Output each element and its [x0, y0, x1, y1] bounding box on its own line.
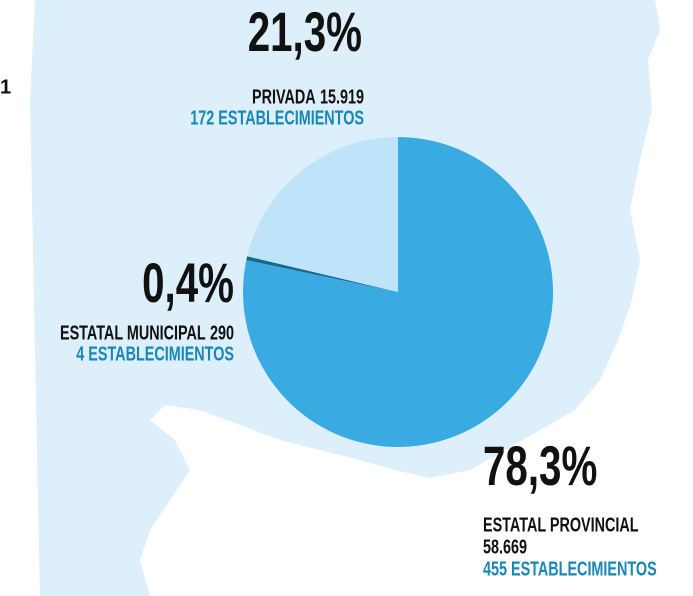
category-label: ESTATAL PROVINCIAL — [483, 513, 639, 536]
pie-slice — [246, 256, 398, 292]
establishments-label: 172 ESTABLECIMIENTOS — [190, 106, 364, 129]
count-label: 58.669 — [483, 535, 527, 558]
category-label: PRIVADA 15.919 — [252, 85, 364, 108]
establishments-label: 455 ESTABLECIMIENTOS — [483, 557, 657, 580]
pie-slice — [247, 137, 398, 292]
establishments-label-group: 172 ESTABLECIMIENTOS — [190, 106, 364, 129]
establishments-label-group: 4 ESTABLECIMIENTOS — [76, 342, 234, 365]
edge-text: 1 — [0, 76, 11, 98]
category-group: PRIVADA 15.919 — [252, 85, 364, 108]
count-label: 290 — [210, 321, 234, 344]
percent-label: 78,3% — [483, 435, 597, 497]
category-label-group: ESTATAL PROVINCIAL — [483, 513, 639, 536]
map-island — [655, 0, 693, 70]
category-name: ESTATAL MUNICIPAL — [60, 321, 206, 344]
establishments-label-group: 455 ESTABLECIMIENTOS — [483, 557, 657, 580]
percent-label-group: 0,4% — [142, 252, 234, 314]
percent-label: 21,3% — [248, 1, 362, 63]
percent-label: 0,4% — [142, 252, 234, 314]
percent-label-group: 21,3% — [248, 1, 362, 63]
category-group: ESTATAL MUNICIPAL 290 — [60, 321, 234, 344]
pie-slice — [243, 137, 553, 447]
category-name: PRIVADA — [252, 85, 316, 108]
count-label: 15.919 — [320, 85, 364, 108]
count-label-group: 58.669 — [483, 535, 527, 558]
percent-label-group: 78,3% — [483, 435, 597, 497]
category-label: ESTATAL MUNICIPAL 290 — [60, 321, 234, 344]
establishments-label: 4 ESTABLECIMIENTOS — [76, 342, 234, 365]
